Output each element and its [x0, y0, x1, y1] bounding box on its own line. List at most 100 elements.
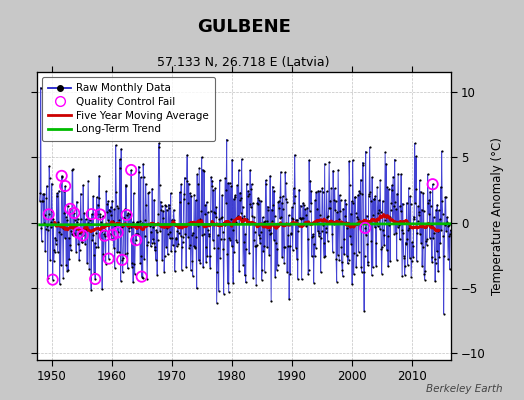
- Point: [199, 166, 207, 173]
- Point: [352, 264, 361, 271]
- Point: [270, 212, 279, 219]
- Point: [239, 239, 248, 245]
- Point: [279, 206, 287, 213]
- Point: [219, 229, 227, 235]
- Point: [144, 190, 152, 197]
- Point: [195, 165, 203, 172]
- Point: [130, 261, 138, 267]
- Point: [75, 247, 84, 253]
- Point: [257, 276, 266, 283]
- Point: [411, 200, 419, 206]
- Point: [410, 140, 419, 147]
- Point: [173, 228, 181, 234]
- Point: [108, 232, 117, 238]
- Point: [95, 172, 103, 179]
- Point: [312, 218, 321, 224]
- Point: [133, 219, 141, 225]
- Point: [81, 222, 89, 228]
- Point: [156, 228, 165, 234]
- Point: [79, 232, 87, 239]
- Point: [288, 214, 296, 221]
- Point: [408, 239, 417, 246]
- Point: [149, 224, 157, 230]
- Point: [306, 177, 314, 184]
- Point: [357, 264, 365, 270]
- Point: [427, 222, 435, 229]
- Point: [242, 279, 250, 286]
- Point: [373, 184, 381, 190]
- Point: [377, 270, 386, 277]
- Point: [449, 262, 457, 268]
- Point: [364, 262, 372, 269]
- Point: [46, 256, 54, 263]
- Point: [394, 224, 402, 230]
- Point: [119, 254, 127, 261]
- Point: [245, 201, 254, 208]
- Point: [314, 233, 323, 239]
- Point: [296, 215, 304, 221]
- Point: [58, 174, 67, 180]
- Point: [360, 308, 368, 314]
- Point: [212, 300, 221, 306]
- Point: [387, 186, 396, 193]
- Point: [99, 213, 107, 219]
- Point: [284, 231, 292, 238]
- Point: [442, 228, 450, 234]
- Point: [393, 190, 401, 197]
- Point: [48, 207, 57, 214]
- Point: [244, 193, 252, 199]
- Point: [230, 248, 238, 255]
- Point: [419, 244, 427, 250]
- Point: [141, 181, 150, 187]
- Point: [292, 217, 300, 223]
- Point: [70, 230, 78, 236]
- Point: [86, 221, 94, 227]
- Point: [278, 193, 287, 200]
- Point: [365, 191, 373, 198]
- Point: [417, 240, 425, 246]
- Point: [203, 253, 211, 259]
- Point: [278, 200, 286, 206]
- Point: [414, 208, 423, 215]
- Point: [60, 235, 69, 241]
- Point: [134, 218, 142, 225]
- Point: [314, 188, 322, 194]
- Point: [267, 230, 275, 236]
- Point: [425, 197, 433, 204]
- Point: [268, 218, 276, 224]
- Point: [82, 227, 91, 233]
- Point: [439, 232, 447, 239]
- Point: [132, 237, 140, 243]
- Point: [373, 220, 381, 226]
- Point: [148, 236, 157, 243]
- Point: [375, 207, 384, 214]
- Point: [108, 232, 117, 238]
- Point: [279, 244, 288, 250]
- Point: [366, 198, 375, 204]
- Point: [392, 257, 401, 263]
- Point: [321, 252, 330, 259]
- Point: [414, 203, 422, 209]
- Point: [305, 157, 313, 163]
- Point: [118, 257, 126, 263]
- Point: [128, 219, 137, 225]
- Point: [335, 257, 343, 264]
- Point: [88, 211, 96, 217]
- Point: [223, 136, 231, 143]
- Y-axis label: Temperature Anomaly (°C): Temperature Anomaly (°C): [492, 137, 505, 295]
- Point: [343, 225, 351, 231]
- Point: [297, 216, 305, 222]
- Point: [115, 156, 124, 163]
- Point: [78, 239, 86, 246]
- Point: [54, 188, 63, 194]
- Point: [424, 200, 432, 206]
- Point: [440, 310, 448, 317]
- Point: [222, 200, 231, 206]
- Point: [328, 218, 336, 224]
- Point: [340, 236, 348, 242]
- Point: [205, 253, 214, 260]
- Point: [121, 206, 129, 212]
- Point: [213, 232, 222, 238]
- Point: [172, 243, 181, 250]
- Point: [185, 242, 194, 248]
